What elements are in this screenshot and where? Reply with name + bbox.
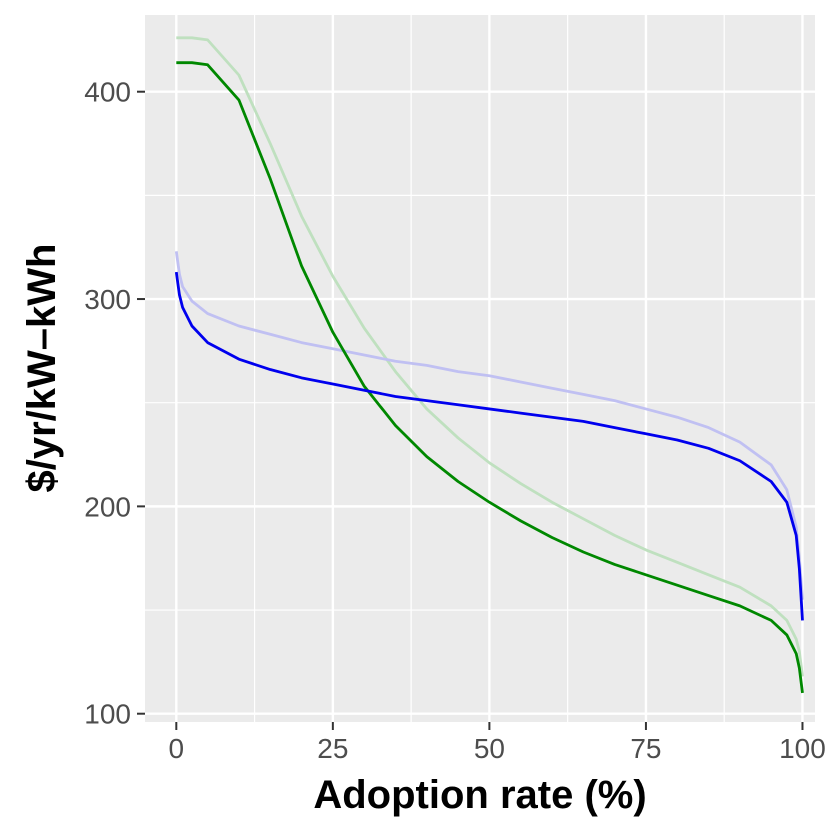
y-tick-label: 100 <box>84 699 131 730</box>
minor-gridlines <box>145 15 815 722</box>
y-tick-label: 200 <box>84 491 131 522</box>
y-tick-label: 400 <box>84 77 131 108</box>
y-tick-label: 300 <box>84 284 131 315</box>
y-axis: 100 200 300 400 <box>84 77 145 730</box>
series-line-green <box>176 61 804 694</box>
x-axis-title: Adoption rate (%) <box>313 773 646 817</box>
x-tick-label: 0 <box>169 733 185 764</box>
series-line-green-light <box>176 36 804 677</box>
series-line-blue <box>174 271 804 621</box>
x-tick-label: 100 <box>779 733 826 764</box>
x-tick-label: 25 <box>317 733 348 764</box>
series-line-blue-light <box>174 251 804 600</box>
x-tick-label: 50 <box>474 733 505 764</box>
x-tick-label: 75 <box>630 733 661 764</box>
x-axis: 0 25 50 75 100 <box>169 722 826 764</box>
y-axis-title: $/yr/kW–kWh <box>20 244 64 493</box>
series-lines <box>174 36 804 694</box>
major-gridlines <box>145 15 815 722</box>
panel-background <box>145 15 815 722</box>
